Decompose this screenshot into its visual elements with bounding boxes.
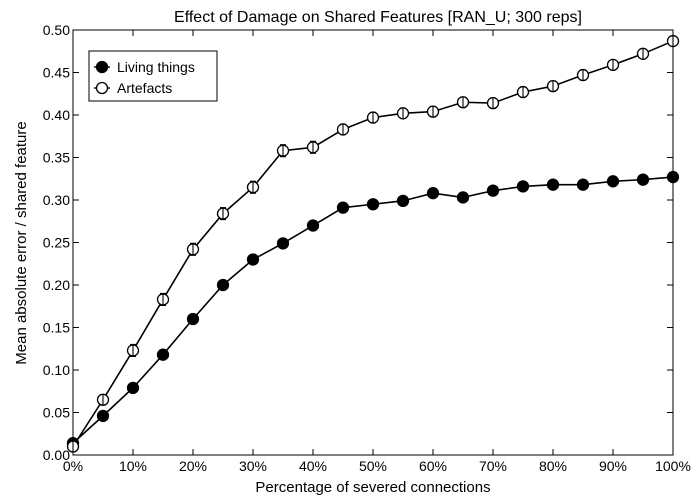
y-tick-label: 0.20 [43, 277, 70, 293]
y-tick-label: 0.45 [43, 65, 70, 81]
data-point-living-things [126, 381, 140, 395]
data-point-living-things [516, 180, 530, 193]
x-tick-label: 20% [179, 458, 207, 474]
legend-label-living-things: Living things [117, 59, 195, 75]
data-point-living-things [456, 191, 470, 204]
y-tick-label: 0.50 [43, 22, 70, 38]
data-point-living-things [156, 348, 170, 361]
data-point-living-things [366, 198, 380, 211]
data-point-living-things [486, 184, 500, 197]
x-tick-label: 50% [359, 458, 387, 474]
x-tick-label: 40% [299, 458, 327, 474]
legend-marker-artefacts [95, 81, 109, 95]
y-axis-label: Mean absolute error / shared feature [13, 121, 30, 364]
data-point-living-things [666, 170, 680, 184]
y-tick-label: 0.35 [43, 150, 70, 166]
data-point-living-things [426, 187, 440, 200]
y-tick-label: 0.25 [43, 235, 70, 251]
data-point-living-things [276, 237, 290, 250]
y-tick-label: 0.05 [43, 405, 70, 421]
series-line-artefacts [72, 40, 674, 447]
data-point-living-things [186, 312, 200, 326]
data-point-living-things [216, 278, 230, 292]
data-point-living-things [576, 178, 590, 191]
data-point-living-things [306, 219, 320, 232]
chart-title: Effect of Damage on Shared Features [RAN… [174, 9, 582, 26]
y-tick-label: 0.15 [43, 320, 70, 336]
legend-label-artefacts: Artefacts [117, 80, 172, 96]
data-point-living-things [396, 194, 410, 208]
x-tick-label: 30% [239, 458, 267, 474]
x-tick-label: 0% [63, 458, 83, 474]
series-line-living-things [72, 176, 674, 444]
x-axis-label: Percentage of severed connections [255, 479, 490, 496]
plot-area: 0.00 0.05 0.10 0.15 0.20 0.25 0.30 0.35 0.40 0.45… [43, 22, 691, 474]
y-tick-label: 0.00 [43, 447, 70, 463]
y-tick-label: 0.30 [43, 192, 70, 208]
x-tick-label: 100% [655, 458, 691, 474]
data-point-living-things [606, 175, 620, 188]
data-point-living-things [246, 253, 260, 266]
x-tick-label: 70% [479, 458, 507, 474]
x-tick-label: 80% [539, 458, 567, 474]
x-tick-label: 60% [419, 458, 447, 474]
x-tick-label: 90% [599, 458, 627, 474]
data-point-living-things [636, 173, 650, 186]
y-tick-label: 0.40 [43, 107, 70, 123]
data-point-living-things [336, 201, 350, 214]
y-tick-label: 0.10 [43, 362, 70, 378]
legend-marker-living-things [95, 60, 109, 74]
x-tick-label: 10% [119, 458, 147, 474]
data-point-living-things [96, 409, 110, 423]
data-point-living-things [546, 178, 560, 191]
legend-box [88, 50, 218, 102]
